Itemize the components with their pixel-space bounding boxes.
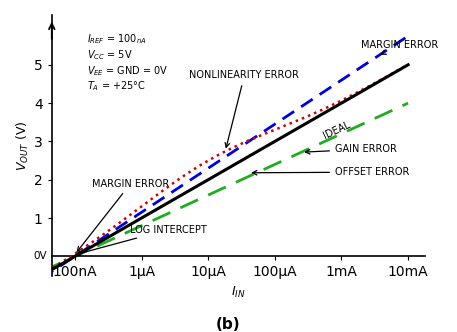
X-axis label: $I_{IN}$: $I_{IN}$ xyxy=(231,285,246,300)
Text: MARGIN ERROR: MARGIN ERROR xyxy=(78,179,169,251)
Y-axis label: $V_{OUT}$ (V): $V_{OUT}$ (V) xyxy=(15,120,31,171)
Text: $I_{REF}$ = 100$_{nA}$
$V_{CC}$ = 5V
$V_{EE}$ = GND = 0V
$T_A$ = +25°C: $I_{REF}$ = 100$_{nA}$ $V_{CC}$ = 5V $V_… xyxy=(87,32,168,93)
Text: 0V: 0V xyxy=(33,251,47,261)
Text: MARGIN ERROR: MARGIN ERROR xyxy=(361,40,439,54)
Text: GAIN ERROR: GAIN ERROR xyxy=(305,144,397,154)
Text: NONLINEARITY ERROR: NONLINEARITY ERROR xyxy=(190,70,299,147)
Text: LOG INTERCEPT: LOG INTERCEPT xyxy=(76,225,207,256)
Text: OFFSET ERROR: OFFSET ERROR xyxy=(252,167,409,177)
Text: (b): (b) xyxy=(216,317,241,332)
Text: IDEAL: IDEAL xyxy=(321,119,351,140)
